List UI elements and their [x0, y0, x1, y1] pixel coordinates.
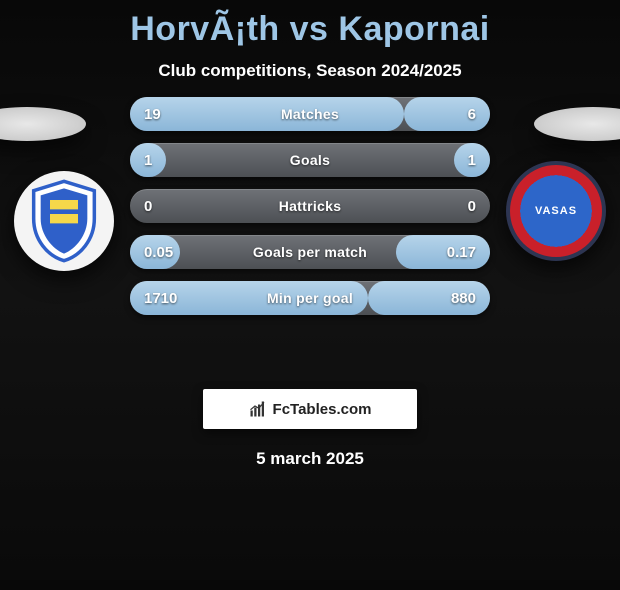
stat-label: Matches	[281, 106, 339, 122]
stat-value-left: 19	[144, 106, 161, 123]
stat-rows-container: 19 6 Matches 1 1 Goals 0 0 Hattricks 0.05 0.17 Goal…	[130, 97, 490, 315]
club-badge-right: VASAS	[506, 161, 606, 261]
stat-fill-left	[130, 97, 404, 131]
club-badge-left	[14, 171, 114, 271]
branding-text: FcTables.com	[273, 401, 372, 418]
stat-value-right: 0.17	[447, 244, 476, 261]
stat-label: Goals	[290, 152, 330, 168]
stat-value-left: 0.05	[144, 244, 173, 261]
stat-row: 1 1 Goals	[130, 143, 490, 177]
stat-row: 19 6 Matches	[130, 97, 490, 131]
comparison-stage: VASAS 196Matches11Goals00Hattricks0.050.…	[0, 111, 620, 371]
stat-row: 0 0 Hattricks	[130, 189, 490, 223]
club-badge-right-text: VASAS	[510, 165, 602, 257]
subtitle: Club competitions, Season 2024/2025	[0, 61, 620, 81]
stat-value-left: 0	[144, 198, 152, 215]
stat-row: 0.05 0.17 Goals per match	[130, 235, 490, 269]
branding-box[interactable]: FcTables.com	[203, 389, 417, 429]
stat-value-right: 880	[451, 290, 476, 307]
stat-label: Hattricks	[279, 198, 342, 214]
club-shield-left-icon	[29, 179, 99, 263]
stat-value-right: 6	[468, 106, 476, 123]
stat-value-right: 0	[468, 198, 476, 215]
stat-label: Min per goal	[267, 290, 353, 306]
decor-ellipse-left	[0, 107, 86, 141]
match-date: 5 march 2025	[0, 449, 620, 469]
stat-label: Goals per match	[253, 244, 367, 260]
stat-row: 1710 880 Min per goal	[130, 281, 490, 315]
page-title: HorvÃ¡th vs Kapornai	[0, 10, 620, 49]
stat-value-right: 1	[468, 152, 476, 169]
chart-icon	[249, 400, 267, 418]
stat-fill-right	[404, 97, 490, 131]
stat-value-left: 1710	[144, 290, 177, 307]
decor-ellipse-right	[534, 107, 620, 141]
stat-value-left: 1	[144, 152, 152, 169]
